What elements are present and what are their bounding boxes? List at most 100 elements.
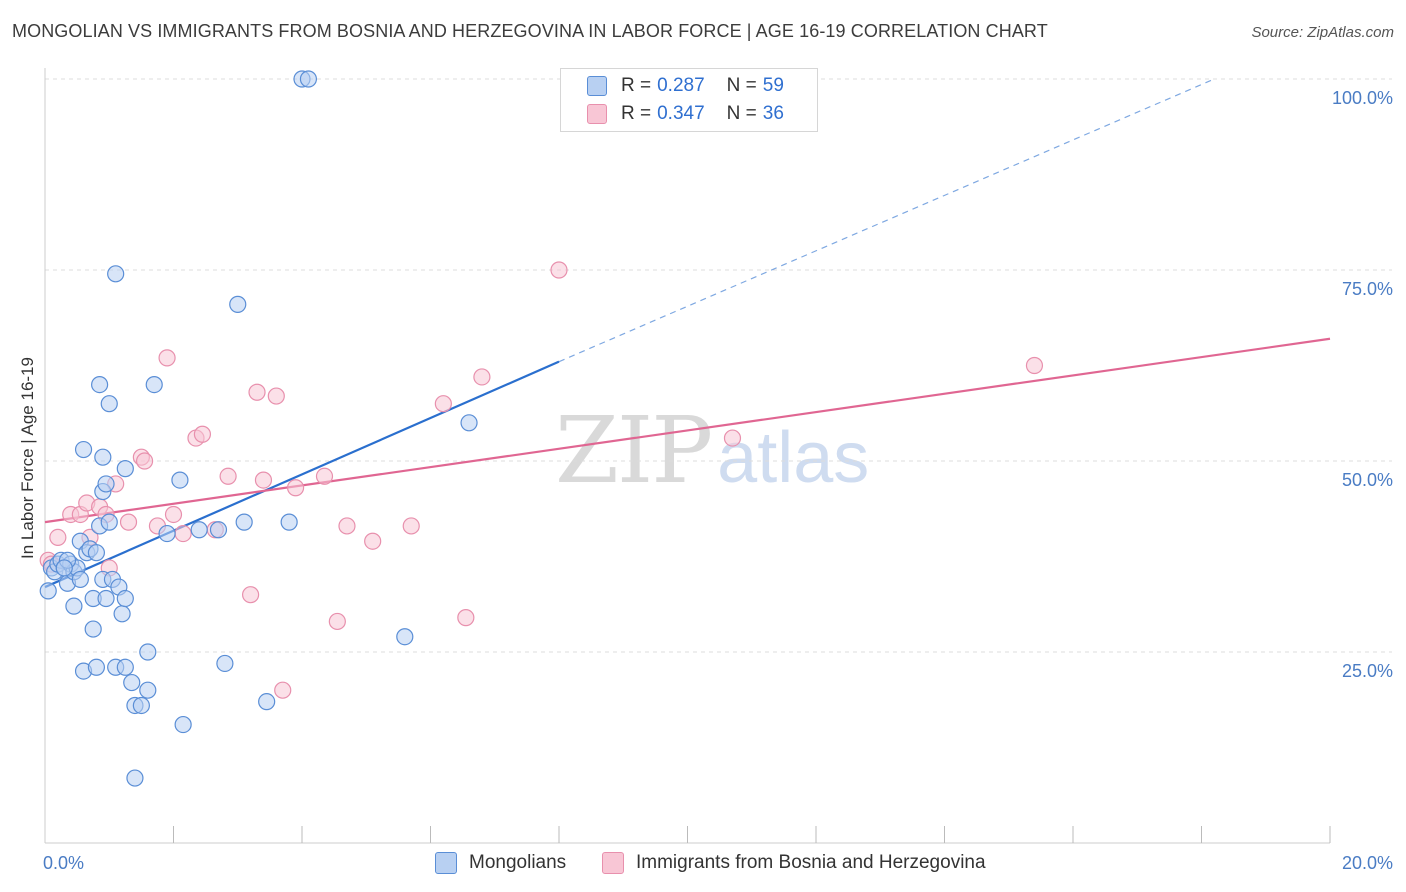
y-tick-label: 50.0%: [1342, 470, 1393, 490]
data-point-immigrants: [328, 612, 346, 631]
data-point-mongolians: [132, 696, 150, 715]
data-point-mongolians: [97, 589, 115, 608]
data-point-mongolians: [87, 658, 106, 676]
data-point-mongolians: [100, 395, 118, 413]
points-mongolians: [39, 70, 478, 787]
data-point-mongolians: [84, 620, 102, 638]
data-point-mongolians: [116, 460, 134, 478]
series-legend-mongolians[interactable]: Mongolians: [435, 852, 566, 874]
data-point-mongolians: [116, 589, 134, 608]
data-point-immigrants: [550, 261, 568, 279]
legend-swatch-pink: [587, 104, 607, 124]
data-point-immigrants: [219, 467, 237, 485]
legend-n-label: N =: [726, 75, 757, 96]
data-point-mongolians: [97, 475, 115, 493]
data-point-mongolians: [216, 654, 234, 673]
series-swatch-blue: [435, 852, 457, 874]
data-point-mongolians: [55, 559, 73, 577]
data-point-mongolians: [171, 471, 189, 489]
trend-layer: [44, 78, 1331, 589]
data-point-immigrants: [338, 517, 356, 535]
grid-layer: [45, 78, 1392, 653]
data-point-mongolians: [235, 513, 253, 531]
data-point-immigrants: [119, 513, 138, 531]
data-point-immigrants: [135, 452, 154, 470]
y-tick-label: 25.0%: [1342, 661, 1393, 681]
legend-swatch-blue: [587, 76, 607, 96]
trend-line-immigrants: [44, 337, 1331, 524]
series-swatch-pink: [602, 852, 624, 874]
data-point-immigrants: [434, 395, 452, 413]
tick-label-layer: 25.0% 50.0% 75.0% 100.0% 0.0% 20.0%: [43, 88, 1393, 873]
data-point-immigrants: [49, 528, 67, 547]
data-point-mongolians: [87, 544, 106, 562]
data-point-mongolians: [126, 769, 144, 787]
data-point-mongolians: [209, 521, 228, 539]
data-point-immigrants: [274, 681, 292, 699]
source-label: Source: ZipAtlas.com: [1251, 24, 1394, 41]
legend-r-value: 0.287: [657, 75, 705, 96]
legend-n-value: 36: [762, 103, 784, 124]
data-point-mongolians: [71, 570, 89, 589]
data-point-mongolians: [460, 414, 478, 432]
data-point-immigrants: [193, 425, 212, 443]
data-point-immigrants: [315, 467, 334, 485]
data-point-mongolians: [396, 628, 414, 646]
legend-r-value: 0.347: [657, 103, 705, 124]
data-point-immigrants: [242, 586, 260, 604]
series-legend-immigrants[interactable]: Immigrants from Bosnia and Herzegovina: [602, 852, 986, 874]
data-point-mongolians: [190, 521, 208, 539]
data-point-immigrants: [723, 429, 742, 447]
points-immigrants-bosnia: [39, 261, 1044, 699]
data-point-mongolians: [100, 513, 118, 531]
data-point-mongolians: [91, 376, 109, 394]
data-point-immigrants: [164, 505, 183, 524]
data-point-immigrants: [364, 532, 382, 550]
data-point-immigrants: [174, 524, 192, 543]
data-point-immigrants: [267, 387, 285, 405]
data-point-mongolians: [174, 715, 192, 734]
series-label-mongolians: Mongolians: [469, 852, 567, 873]
legend-r-label: R =: [621, 75, 652, 96]
data-point-mongolians: [229, 295, 247, 313]
legend-row-mongolians: R = 0.287 N = 59: [587, 73, 784, 99]
data-point-mongolians: [113, 605, 131, 623]
legend-r-label: R =: [621, 103, 652, 124]
data-point-immigrants: [473, 368, 491, 386]
data-point-immigrants: [457, 609, 475, 627]
data-point-immigrants: [286, 479, 305, 497]
data-point-mongolians: [145, 376, 163, 394]
data-point-mongolians: [280, 513, 298, 531]
data-point-mongolians: [123, 673, 141, 692]
data-point-mongolians: [139, 643, 157, 661]
data-point-immigrants: [402, 517, 420, 535]
data-point-mongolians: [116, 658, 134, 676]
data-point-mongolians: [94, 448, 112, 466]
data-point-mongolians: [39, 582, 57, 600]
data-point-immigrants: [248, 383, 266, 401]
legend-n-label: N =: [726, 103, 757, 124]
legend-row-immigrants: R = 0.347 N = 36: [587, 101, 784, 127]
trend-line-mongolians-extension: [558, 78, 1215, 363]
correlation-legend: R = 0.287 N = 59 R = 0.347 N = 36: [560, 68, 818, 132]
y-tick-label: 75.0%: [1342, 279, 1393, 299]
x-tick-label: 0.0%: [43, 853, 84, 873]
x-tick-label: 20.0%: [1342, 853, 1393, 873]
legend-n-value: 59: [762, 75, 784, 96]
data-point-mongolians: [258, 693, 276, 711]
y-tick-label: 100.0%: [1332, 88, 1393, 108]
data-point-mongolians: [158, 524, 176, 543]
chart-title: MONGOLIAN VS IMMIGRANTS FROM BOSNIA AND …: [12, 21, 1048, 41]
axis-layer: [44, 68, 1331, 844]
data-point-immigrants: [254, 471, 273, 489]
data-point-mongolians: [65, 597, 83, 615]
data-point-mongolians: [299, 70, 318, 88]
trend-line-mongolians: [44, 360, 560, 589]
data-point-mongolians: [74, 440, 93, 459]
series-legend: Mongolians Immigrants from Bosnia and He…: [0, 852, 1406, 878]
data-point-mongolians: [139, 681, 157, 699]
data-point-immigrants: [158, 349, 176, 367]
series-label-immigrants: Immigrants from Bosnia and Herzegovina: [636, 852, 986, 873]
data-point-mongolians: [107, 265, 125, 283]
